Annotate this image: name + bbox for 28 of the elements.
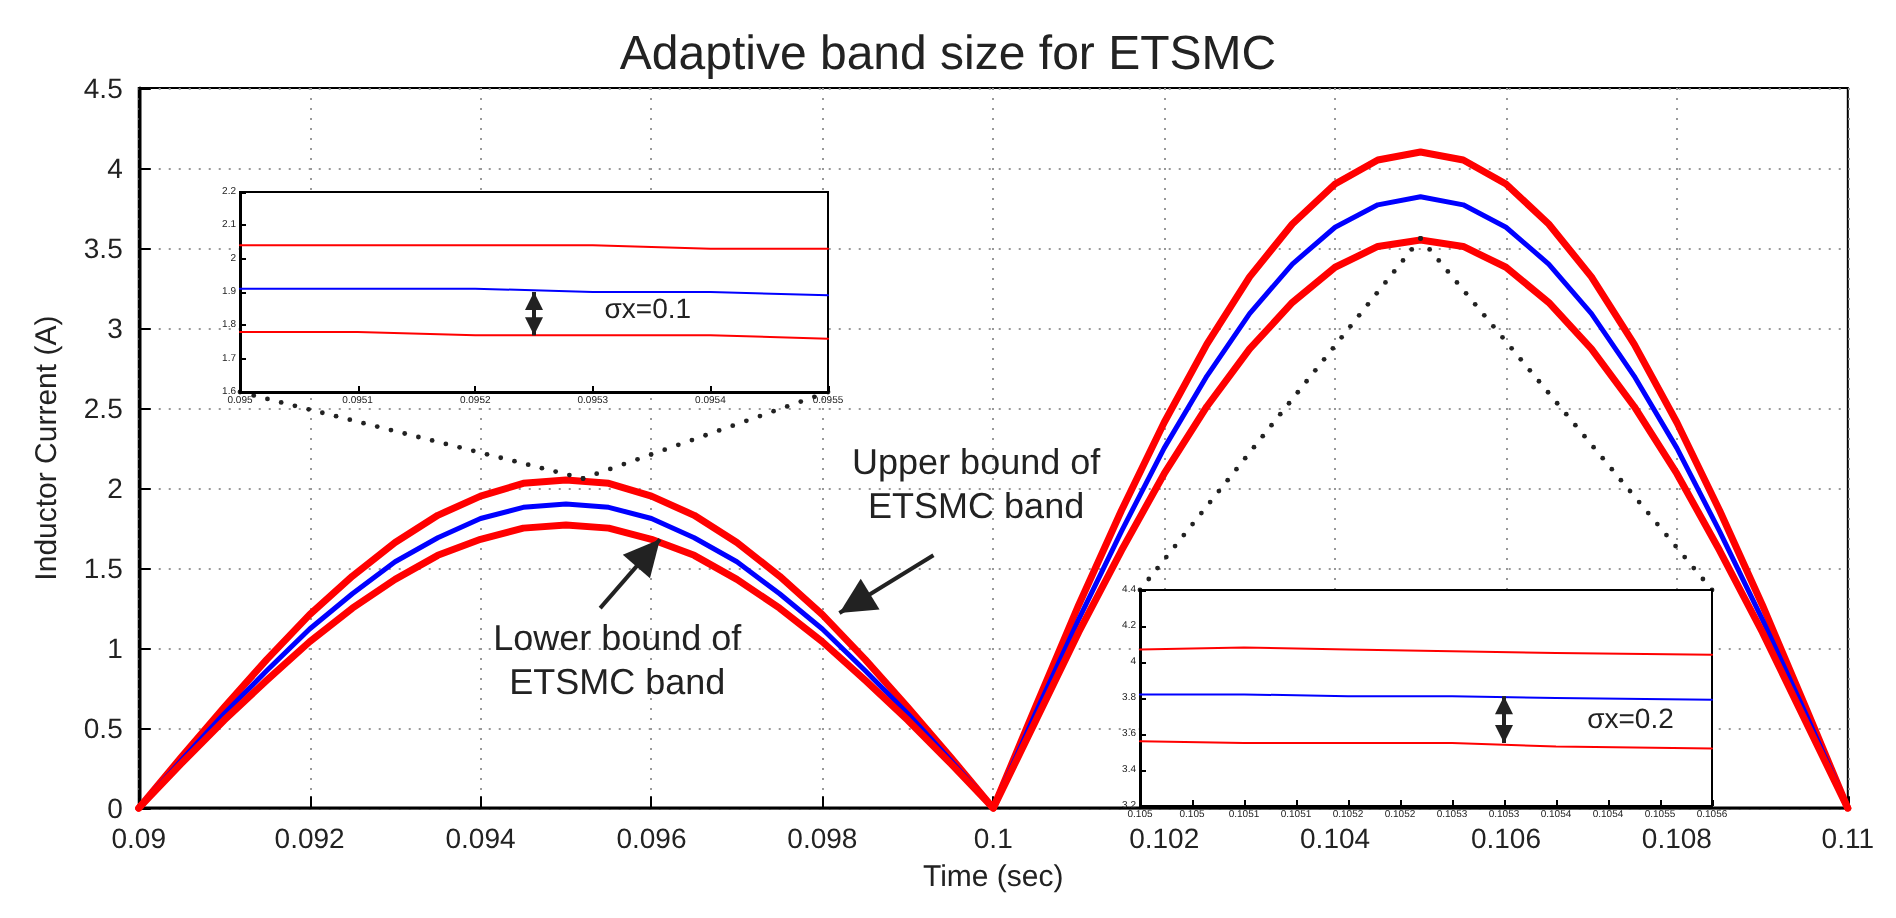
y-axis-title: Inductor Current (A) — [30, 315, 64, 581]
y-tick-label: 2 — [107, 472, 124, 505]
x-tick-label: 0.098 — [787, 822, 858, 855]
x-tick-label: 0.108 — [1641, 822, 1713, 855]
x-tick-label: 0.106 — [1470, 822, 1542, 855]
y-tick-label: 1 — [107, 632, 124, 665]
x-tick-label: 0.094 — [445, 822, 516, 855]
y-tick-label: 3 — [107, 312, 124, 345]
annotation: σx=0.1 — [604, 290, 694, 327]
y-tick-label: 2.5 — [83, 392, 124, 425]
x-tick-label: 0.104 — [1300, 822, 1371, 855]
x-tick-label: 0.096 — [616, 822, 687, 855]
y-tick-label: 4.5 — [83, 72, 124, 104]
x-tick-label: 0.102 — [1129, 822, 1200, 855]
y-tick-label: 1.5 — [83, 552, 124, 585]
y-tick-label: 4 — [107, 152, 124, 185]
annotation: Lower bound of ETSMC band — [491, 616, 744, 705]
annotation: Upper bound of ETSMC band — [850, 440, 1103, 529]
y-tick-label: 3.5 — [83, 232, 124, 265]
x-tick-label: 0.11 — [1821, 822, 1875, 855]
y-tick-label: 0 — [107, 792, 124, 825]
annotation: σx=0.2 — [1587, 699, 1676, 736]
x-axis-title: Time (sec) — [922, 860, 1064, 894]
y-tick-label: 0.5 — [83, 712, 124, 745]
x-tick-label: 0.1 — [973, 822, 1014, 855]
x-tick-label: 0.09 — [111, 822, 167, 855]
x-tick-label: 0.092 — [274, 822, 346, 855]
chart-title: Adaptive band size for ETSMC — [619, 27, 1277, 81]
